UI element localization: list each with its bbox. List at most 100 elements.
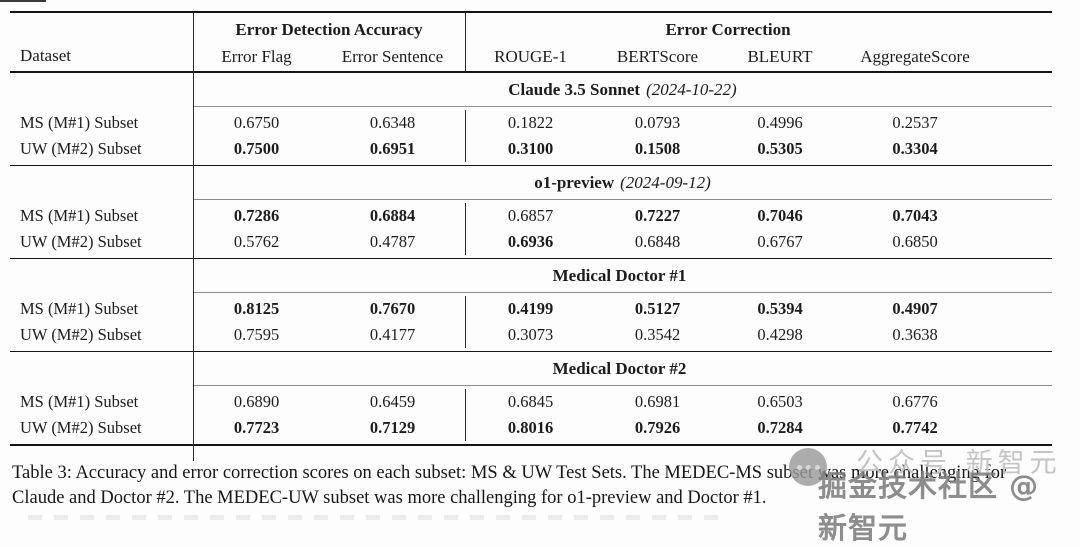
header-bottom-rule: [10, 71, 1052, 73]
metric-value: 0.7284: [757, 418, 803, 437]
metric-value: 0.6884: [369, 206, 416, 225]
section-rows-o1-preview: MS (M#1) Subset 0.7286 0.6884 0.6857 0.7…: [10, 200, 1052, 258]
metric-value: 0.6750: [233, 113, 280, 132]
page-crop-line-fragment: [0, 0, 46, 2]
metric-value: 0.7286: [233, 206, 280, 225]
table-row: MS (M#1) Subset 0.6890 0.6459 0.6845 0.6…: [10, 389, 1052, 415]
metric-value: 0.0793: [634, 113, 681, 132]
metric-value: 0.6503: [757, 392, 803, 411]
metric-value: 0.6459: [369, 392, 416, 411]
metric-value: 0.5762: [233, 232, 280, 251]
table-row: UW (M#2) Subset 0.7500 0.6951 0.3100 0.1…: [10, 136, 1052, 162]
metric-value: 0.1508: [634, 139, 681, 158]
row-label: UW (M#2) Subset: [20, 139, 142, 158]
table-row: UW (M#2) Subset 0.5762 0.4787 0.6936 0.6…: [10, 229, 1052, 255]
row-label: MS (M#1) Subset: [20, 206, 139, 225]
column-header-dataset: Dataset: [20, 46, 71, 65]
metric-value: 0.3100: [465, 136, 595, 162]
metric-value: 0.3638: [892, 325, 938, 344]
metric-value: 0.6848: [634, 232, 681, 251]
metric-value: 0.4177: [369, 325, 416, 344]
table-header: Dataset Error Detection Accuracy Error C…: [10, 13, 1052, 71]
metric-value: 0.6951: [369, 139, 416, 158]
section-title-doctor2: Medical Doctor #2: [10, 352, 1052, 385]
section-separator-rule: [10, 351, 1052, 352]
row-label: MS (M#1) Subset: [20, 299, 139, 318]
metric-value: 0.7723: [233, 418, 280, 437]
model-date: (2024-10-22): [646, 79, 737, 99]
column-header-bertscore: BERTScore: [616, 47, 699, 66]
column-header-aggregatescore: AggregateScore: [860, 47, 970, 66]
metric-value: 0.7046: [757, 206, 803, 225]
metric-value: 0.6857: [465, 203, 595, 229]
section-title-rule: [193, 292, 1052, 293]
column-header-error-sentence: Error Sentence: [341, 47, 444, 66]
section-rows-doctor1: MS (M#1) Subset 0.8125 0.7670 0.4199 0.5…: [10, 293, 1052, 351]
metric-value: 0.3304: [892, 139, 938, 158]
table-caption: Table 3: Accuracy and error correction s…: [12, 463, 1007, 509]
table-row: UW (M#2) Subset 0.7723 0.7129 0.8016 0.7…: [10, 415, 1052, 441]
section-separator-rule: [10, 165, 1052, 166]
row-label: MS (M#1) Subset: [20, 113, 139, 132]
metric-value: 0.7670: [369, 299, 416, 318]
section-title-o1-preview: o1-preview (2024-09-12): [10, 166, 1052, 199]
metric-value: 0.4298: [757, 325, 803, 344]
metric-value: 0.6981: [634, 392, 681, 411]
metric-value: 0.6850: [892, 232, 938, 251]
metric-value: 0.7595: [233, 325, 280, 344]
section-title-rule: [193, 199, 1052, 200]
metric-value: 0.7742: [892, 418, 938, 437]
model-name: Medical Doctor #2: [552, 358, 687, 378]
group-header-error-correction: Error Correction: [465, 13, 990, 41]
metric-value: 0.7043: [892, 206, 938, 225]
metric-value: 0.6845: [465, 389, 595, 415]
metric-value: 0.7500: [233, 139, 280, 158]
metric-value: 0.5127: [634, 299, 681, 318]
results-table: Dataset Error Detection Accuracy Error C…: [10, 11, 1052, 461]
table-row: MS (M#1) Subset 0.6750 0.6348 0.1822 0.0…: [10, 110, 1052, 136]
metric-value: 0.6767: [757, 232, 803, 251]
metric-value: 0.1822: [465, 110, 595, 136]
row-label: UW (M#2) Subset: [20, 325, 142, 344]
row-label: MS (M#1) Subset: [20, 392, 139, 411]
metric-value: 0.4199: [465, 296, 595, 322]
section-rows-doctor2: MS (M#1) Subset 0.6890 0.6459 0.6845 0.6…: [10, 386, 1052, 444]
model-name: o1-preview: [534, 172, 615, 192]
section-title-rule: [193, 106, 1052, 107]
row-label: UW (M#2) Subset: [20, 418, 142, 437]
metric-value: 0.2537: [892, 113, 938, 132]
table-bottom-rule: [10, 444, 1052, 446]
metric-value: 0.7227: [634, 206, 681, 225]
section-separator-rule: [10, 258, 1052, 259]
model-name: Claude 3.5 Sonnet: [508, 79, 641, 99]
metric-value: 0.6936: [465, 229, 595, 255]
model-date: (2024-09-12): [620, 172, 711, 192]
metric-value: 0.8016: [465, 415, 595, 441]
metric-value: 0.5305: [757, 139, 803, 158]
metric-value: 0.3073: [465, 322, 595, 348]
row-label: UW (M#2) Subset: [20, 232, 142, 251]
table-row: MS (M#1) Subset 0.8125 0.7670 0.4199 0.5…: [10, 296, 1052, 322]
metric-value: 0.8125: [233, 299, 280, 318]
table-row: UW (M#2) Subset 0.7595 0.4177 0.3073 0.3…: [10, 322, 1052, 348]
section-rows-claude: MS (M#1) Subset 0.6750 0.6348 0.1822 0.0…: [10, 107, 1052, 165]
table-row: MS (M#1) Subset 0.7286 0.6884 0.6857 0.7…: [10, 203, 1052, 229]
table-top-rule: [10, 11, 1052, 13]
metric-value: 0.6348: [369, 113, 416, 132]
metric-value: 0.4996: [757, 113, 803, 132]
metric-value: 0.3542: [634, 325, 681, 344]
section-title-doctor1: Medical Doctor #1: [10, 259, 1052, 292]
column-header-error-flag: Error Flag: [221, 47, 292, 66]
dataset-column-divider: [193, 13, 195, 461]
metric-value: 0.7129: [369, 418, 416, 437]
metric-value: 0.6776: [892, 392, 938, 411]
paper-table-screenshot: { "table": { "header": { "dataset": "Dat…: [0, 0, 1057, 545]
metric-value: 0.5394: [757, 299, 803, 318]
column-header-rouge1: ROUGE-1: [465, 41, 595, 71]
section-title-rule: [193, 385, 1052, 386]
section-title-claude: Claude 3.5 Sonnet (2024-10-22): [10, 73, 1052, 106]
column-header-bleurt: BLEURT: [747, 47, 813, 66]
group-header-error-detection: Error Detection Accuracy: [235, 20, 423, 39]
model-name: Medical Doctor #1: [552, 265, 687, 285]
metric-value: 0.7926: [634, 418, 681, 437]
